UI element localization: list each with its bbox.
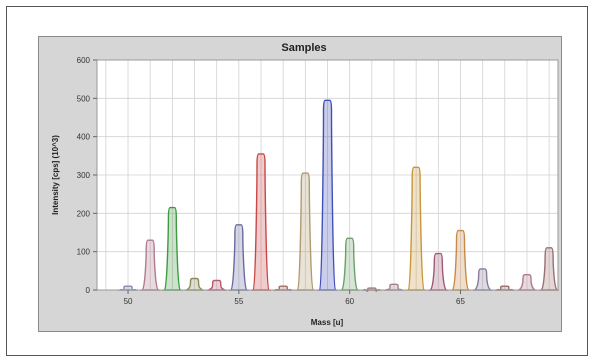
x-axis-ticks: 50 55 60 65 bbox=[124, 290, 465, 306]
peak-mass-55 bbox=[228, 224, 250, 291]
y-axis-ticks: 0 100 200 300 400 500 600 bbox=[77, 56, 97, 295]
y-axis-label: Intensity [cps] (10^3) bbox=[51, 135, 60, 215]
peak-mass-54 bbox=[206, 279, 228, 291]
peak-mass-53 bbox=[184, 277, 205, 291]
y-tick-label-4: 400 bbox=[77, 133, 91, 142]
figure-frame bbox=[6, 6, 588, 356]
x-tick-label-0: 50 bbox=[124, 297, 133, 306]
peak-mass-51 bbox=[139, 239, 161, 291]
peak-mass-68 bbox=[516, 274, 538, 291]
peak-mass-52 bbox=[162, 206, 183, 291]
chart-title: Samples bbox=[281, 42, 326, 54]
y-tick-label-3: 300 bbox=[77, 171, 91, 180]
x-tick-label-3: 65 bbox=[456, 297, 465, 306]
y-tick-label-2: 200 bbox=[77, 209, 91, 218]
y-tick-label-5: 500 bbox=[77, 94, 91, 103]
y-tick-label-6: 600 bbox=[77, 56, 91, 65]
peak-mass-63 bbox=[405, 166, 427, 291]
peak-mass-58 bbox=[295, 172, 316, 291]
peak-mass-59 bbox=[317, 99, 338, 291]
samples-chart: Samples 0 100 200 300 400 500 600 50 55 60 65 Mas… bbox=[51, 42, 560, 327]
x-tick-label-1: 55 bbox=[234, 297, 243, 306]
peak-mass-64 bbox=[428, 252, 449, 291]
x-tick-label-2: 60 bbox=[345, 297, 354, 306]
x-axis-label: Mass [u] bbox=[311, 318, 344, 327]
peak-mass-60 bbox=[339, 237, 360, 291]
chart-panel: Samples 0 100 200 300 400 500 600 50 55 60 65 Mas… bbox=[38, 36, 562, 332]
peak-mass-69 bbox=[538, 247, 560, 291]
peak-mass-56 bbox=[250, 153, 272, 291]
peak-mass-62 bbox=[383, 283, 405, 291]
peak-mass-66 bbox=[472, 268, 493, 291]
y-tick-label-1: 100 bbox=[77, 248, 91, 257]
y-tick-label-0: 0 bbox=[86, 286, 91, 295]
peak-mass-65 bbox=[450, 229, 471, 291]
